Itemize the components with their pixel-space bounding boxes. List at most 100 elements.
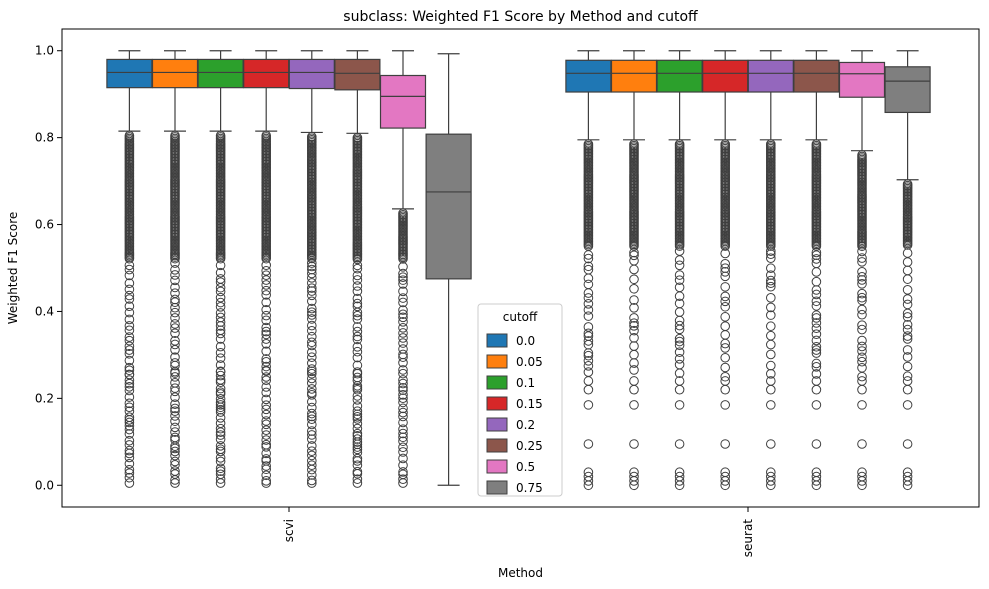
outlier-point — [674, 320, 685, 331]
outlier-point — [398, 442, 408, 453]
outlier-point — [811, 318, 822, 328]
outlier-point — [170, 386, 180, 397]
box-iqr — [151, 58, 199, 89]
outlier-point — [811, 296, 822, 307]
outlier-point — [307, 450, 317, 461]
outlier-point — [170, 460, 180, 470]
outlier-point — [720, 439, 731, 449]
outlier-point — [398, 447, 408, 457]
outlier-point — [674, 359, 685, 370]
outlier-point — [307, 464, 317, 475]
outlier-point — [398, 407, 408, 418]
box-scvi-0.75 — [425, 53, 472, 486]
outlier-point — [583, 305, 594, 315]
outlier-point — [261, 419, 272, 430]
outlier-point — [352, 453, 363, 464]
legend-label: 0.2 — [516, 418, 535, 432]
outlier-point — [766, 293, 776, 303]
outlier-point — [124, 294, 135, 304]
outlier-point — [124, 415, 135, 425]
outlier-point — [398, 411, 408, 422]
outlier-point — [307, 352, 317, 363]
box-iqr — [243, 58, 290, 89]
outlier-point — [857, 384, 867, 395]
box-scvi-0.0 — [106, 50, 153, 132]
outlier-point — [583, 471, 594, 482]
outlier-point — [629, 264, 639, 275]
outlier-point — [398, 382, 408, 393]
outlier-point — [720, 371, 731, 382]
y-tick-label: 1.0 — [35, 44, 54, 58]
outlier-point — [857, 257, 867, 267]
outlier-point — [583, 439, 594, 449]
outlier-point — [857, 309, 867, 320]
outlier-point — [902, 265, 913, 276]
outlier-point — [124, 270, 135, 281]
outlier-point — [261, 464, 272, 475]
outlier-point — [261, 329, 272, 340]
outlier-point — [720, 282, 731, 292]
outlier-point — [629, 439, 639, 449]
outlier-point — [261, 280, 272, 290]
outlier-point — [902, 308, 913, 319]
outlier-point — [583, 322, 594, 332]
outlier-point — [398, 305, 408, 315]
outlier-point — [674, 270, 685, 280]
x-axis-label: Method — [498, 566, 543, 580]
outlier-point — [215, 334, 226, 344]
outliers-scvi-0.5 — [398, 208, 408, 488]
x-tick-label: scvi — [282, 519, 296, 542]
outlier-point — [811, 345, 822, 355]
box-seurat-0.25 — [793, 50, 840, 141]
outlier-point — [215, 402, 226, 413]
outlier-point — [629, 313, 639, 323]
outlier-point — [307, 278, 317, 288]
outlier-point — [629, 358, 639, 368]
outlier-point — [902, 312, 913, 322]
outlier-point — [811, 384, 822, 395]
outlier-point — [583, 339, 594, 350]
outlier-point — [261, 266, 272, 276]
outlier-point — [261, 260, 272, 270]
outlier-point — [124, 325, 135, 336]
legend-label: 0.15 — [516, 397, 543, 411]
box-iqr — [610, 59, 658, 93]
legend-label: 0.25 — [516, 439, 543, 453]
outlier-point — [124, 385, 135, 396]
outlier-point — [583, 367, 594, 377]
outliers-seurat-0.25 — [811, 139, 822, 491]
outlier-point — [215, 383, 226, 394]
outlier-point — [857, 362, 867, 373]
outlier-point — [720, 471, 731, 482]
legend-label: 0.5 — [516, 460, 535, 474]
legend-swatch — [486, 396, 508, 411]
outlier-point — [629, 349, 639, 360]
outlier-point — [261, 315, 272, 326]
outlier-point — [902, 285, 913, 295]
outlier-point — [398, 333, 408, 343]
outlier-point — [215, 466, 226, 477]
outlier-point — [766, 330, 776, 341]
outlier-point — [902, 467, 913, 478]
outlier-point — [124, 307, 135, 318]
outlier-point — [857, 471, 867, 482]
outlier-point — [307, 253, 317, 264]
outlier-point — [766, 369, 776, 379]
outlier-point — [857, 356, 867, 367]
legend-label: 0.1 — [516, 376, 535, 390]
chart-title: subclass: Weighted F1 Score by Method an… — [343, 9, 698, 25]
outlier-point — [170, 297, 180, 307]
outlier-point — [307, 273, 317, 283]
outlier-point — [720, 248, 731, 259]
outlier-point — [398, 474, 408, 484]
outlier-point — [398, 317, 408, 327]
outlier-point — [215, 446, 226, 457]
outlier-point — [583, 350, 594, 361]
outlier-point — [674, 255, 685, 265]
outlier-point — [170, 427, 180, 437]
box-scvi-0.2 — [288, 50, 335, 134]
outlier-point — [215, 427, 226, 438]
outlier-point — [307, 408, 317, 419]
outlier-point — [857, 341, 867, 352]
legend-swatch — [486, 459, 508, 474]
